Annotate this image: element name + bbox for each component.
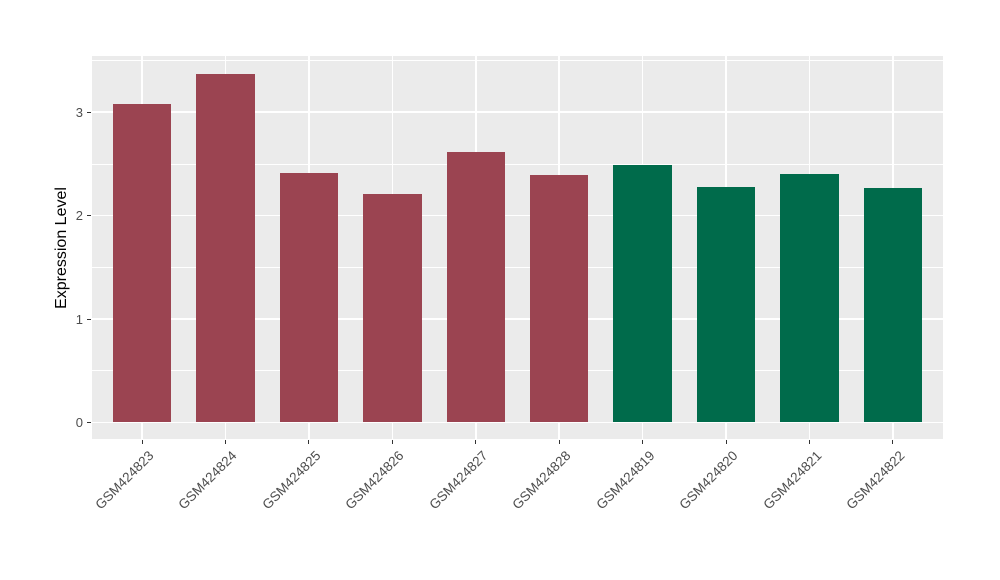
- bar-GSM424828: [530, 175, 589, 423]
- gridline-minor-h: [92, 163, 943, 165]
- bar-GSM424820: [696, 186, 756, 423]
- y-tick-mark: [87, 318, 91, 320]
- x-tick-label: GSM424822: [843, 448, 908, 513]
- x-tick-mark: [224, 440, 226, 444]
- y-tick-label: 0: [75, 415, 83, 430]
- gridline-major-h: [92, 421, 943, 424]
- gridline-minor-h: [92, 370, 943, 372]
- y-tick-mark: [87, 422, 91, 423]
- x-tick-mark: [558, 440, 560, 444]
- y-tick-label: 3: [75, 104, 83, 120]
- plot-panel: [92, 56, 943, 439]
- gridline-minor-h: [92, 266, 943, 268]
- x-tick-mark: [141, 440, 143, 444]
- bar-GSM424824: [196, 73, 255, 423]
- bar-GSM424821: [780, 174, 839, 423]
- x-tick-mark: [892, 440, 894, 444]
- gridline-major-h: [92, 214, 943, 217]
- x-tick-mark: [725, 440, 727, 444]
- gridline-major-h: [92, 111, 943, 113]
- y-tick-mark: [87, 215, 91, 217]
- bar-GSM424819: [613, 164, 672, 423]
- bar-GSM424826: [363, 193, 422, 423]
- x-tick-mark: [809, 440, 810, 444]
- y-tick-label: 2: [75, 208, 83, 224]
- gridline-major-h: [92, 318, 943, 320]
- x-tick-mark: [391, 440, 393, 444]
- x-tick-mark: [642, 440, 644, 444]
- y-tick-label: 1: [75, 311, 83, 327]
- x-tick-mark: [475, 440, 477, 444]
- x-tick-mark: [308, 440, 310, 444]
- y-tick-mark: [87, 111, 91, 113]
- bar-GSM424825: [279, 173, 339, 423]
- bar-GSM424822: [863, 187, 923, 423]
- y-axis-title: Expression Level: [53, 187, 70, 309]
- bar-GSM424823: [112, 103, 172, 423]
- gridline-minor-h: [92, 60, 943, 61]
- bar-GSM424827: [446, 151, 505, 423]
